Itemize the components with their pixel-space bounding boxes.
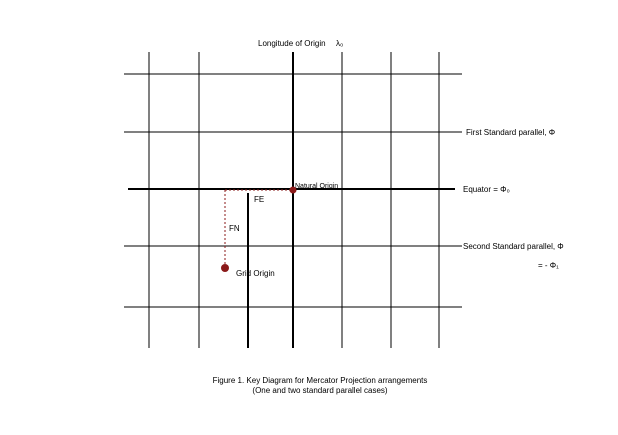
grid-vertical-lines (148, 52, 440, 348)
grid-origin-label: Grid Origin (236, 269, 275, 278)
grid-origin-point (221, 264, 229, 272)
first-standard-parallel-label: First Standard parallel, Φ (466, 128, 555, 137)
caption-line-2: (One and two standard parallel cases) (252, 386, 388, 395)
lambda-zero-label: λ₀ (336, 39, 343, 48)
natural-origin-label: Natural Origin (295, 183, 338, 190)
equator-label: Equator = Φ₀ (463, 185, 510, 194)
caption-line-1: Figure 1. Key Diagram for Mercator Proje… (212, 376, 428, 385)
second-standard-parallel-label: Second Standard parallel, Φ (463, 242, 564, 251)
minus-phi-label: = - Φ₁ (538, 261, 559, 270)
fe-label: FE (254, 195, 264, 204)
longitude-of-origin-label: Longitude of Origin (258, 39, 326, 48)
figure-caption: Figure 1. Key Diagram for Mercator Proje… (170, 376, 470, 396)
fn-label: FN (229, 224, 240, 233)
natural-origin-point (289, 186, 297, 194)
